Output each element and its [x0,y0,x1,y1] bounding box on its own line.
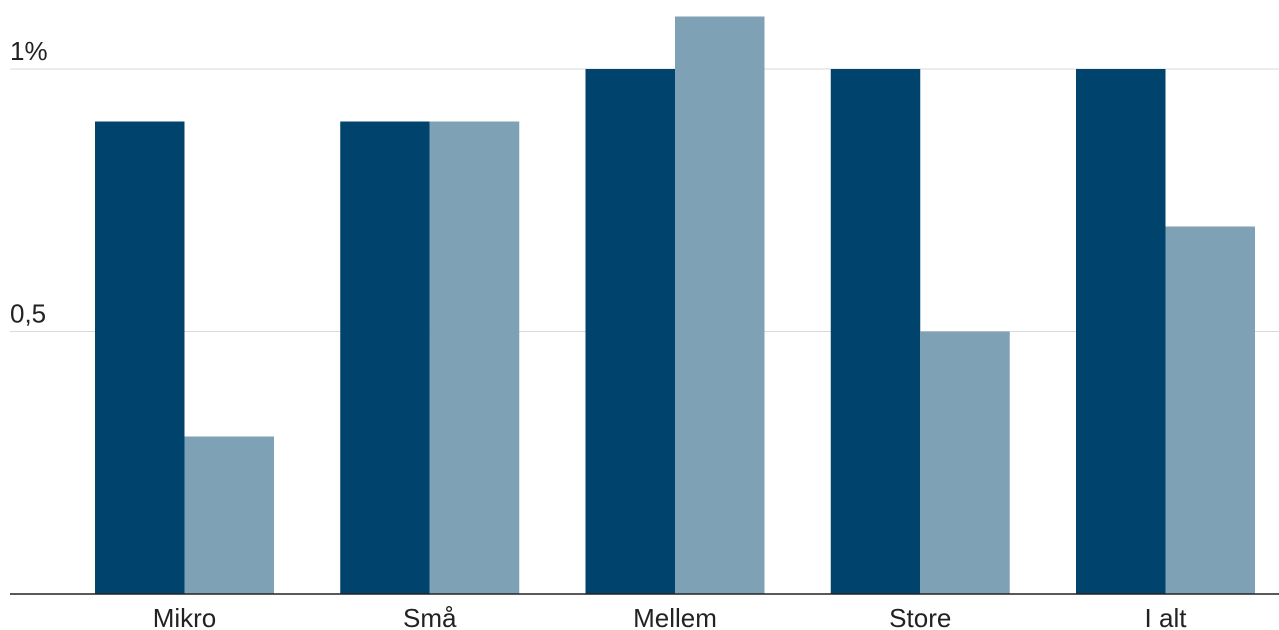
x-category-label: Mikro [153,603,217,630]
bar-series-1 [585,69,675,594]
x-category-label: Små [403,603,457,630]
bar-series-2 [920,331,1010,594]
bar-series-1 [1076,69,1166,594]
bar-series-1 [95,121,185,594]
bar-series-2 [675,16,765,594]
bar-series-2 [184,436,274,594]
y-tick-label: 1% [10,36,48,66]
bar-series-2 [429,121,520,594]
bars [95,16,1255,594]
x-category-labels: Mikro Små Mellem Store I alt [153,603,1188,630]
x-category-label: Store [889,603,951,630]
bar-series-1 [340,121,430,594]
bar-series-2 [1165,226,1255,594]
x-category-label: I alt [1145,603,1188,630]
bar-series-1 [830,69,921,594]
x-category-label: Mellem [633,603,717,630]
y-tick-labels: 0,5 1% [10,36,48,329]
y-tick-label: 0,5 [10,299,46,329]
